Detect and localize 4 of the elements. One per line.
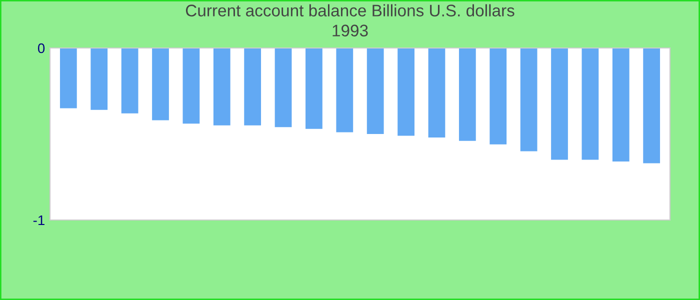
chart-title: Current account balance Billions U.S. dollars <box>186 4 514 16</box>
chart-subtitle: 1993 <box>332 24 368 36</box>
y-tick-label: -1 <box>33 215 44 226</box>
y-tick-label: 0 <box>38 43 45 54</box>
